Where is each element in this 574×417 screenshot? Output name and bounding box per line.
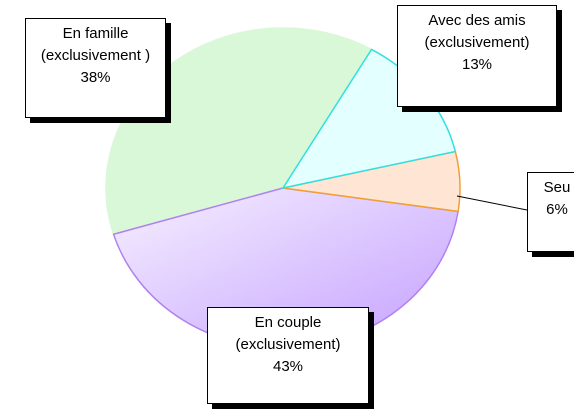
- category-label: Seu: [543, 179, 571, 196]
- slice-label: En famille (exclusivement ) 38%: [25, 18, 166, 118]
- category-label: Avec des amis (exclusivement): [424, 12, 530, 51]
- value-label: 43%: [272, 358, 304, 375]
- value-label: 13%: [461, 56, 493, 73]
- category-label: En couple (exclusivement): [235, 314, 341, 353]
- slice-label: En couple (exclusivement) 43%: [207, 307, 369, 404]
- slice-label: Avec des amis (exclusivement) 13%: [397, 5, 557, 107]
- value-label: 6%: [546, 201, 568, 218]
- slice-label: Seu 6%: [527, 172, 574, 252]
- category-label: En famille (exclusivement ): [40, 25, 151, 64]
- pie-slice: [105, 27, 373, 236]
- leader-line: [456, 195, 528, 211]
- value-label: 38%: [80, 69, 111, 86]
